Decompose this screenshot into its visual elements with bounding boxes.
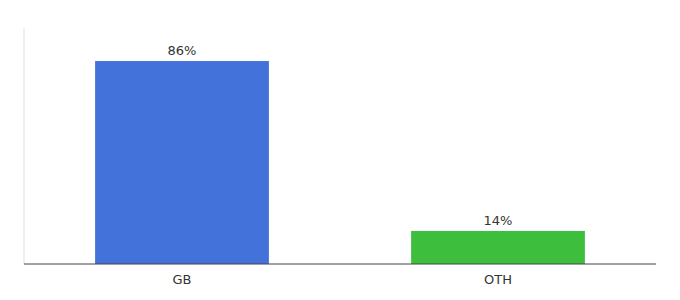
x-tick-label: OTH bbox=[484, 272, 512, 287]
chart-svg: GB OTH 86% 14% bbox=[0, 0, 680, 300]
bars bbox=[95, 61, 585, 264]
plot-area: GB OTH 86% 14% bbox=[24, 28, 656, 287]
bar bbox=[95, 61, 269, 264]
x-axis-line bbox=[24, 264, 656, 265]
y-range-line bbox=[24, 28, 25, 264]
chart-container: GB OTH 86% 14% bbox=[0, 0, 680, 300]
bar bbox=[411, 231, 585, 264]
data-labels: 86% 14% bbox=[168, 43, 513, 228]
data-label: 14% bbox=[484, 213, 513, 228]
x-tick-label: GB bbox=[173, 272, 192, 287]
data-label: 86% bbox=[168, 43, 197, 58]
